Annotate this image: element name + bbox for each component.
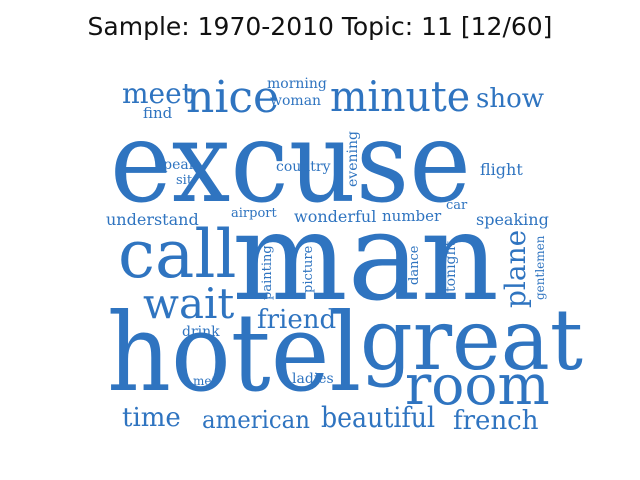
word-ladies: ladies xyxy=(292,371,334,387)
word-time: time xyxy=(122,403,181,433)
word-gentlemen: gentlemen xyxy=(533,235,547,300)
word-morning: morning xyxy=(267,76,327,92)
word-meet: meet xyxy=(122,77,193,110)
word-met: met xyxy=(193,374,217,388)
word-sit: sit xyxy=(176,173,193,188)
word-nice: nice xyxy=(186,72,280,123)
word-number: number xyxy=(382,207,442,225)
word-car: car xyxy=(446,198,468,213)
word-man: man xyxy=(232,186,499,328)
word-painting: painting xyxy=(260,245,275,300)
word-excuse: excuse xyxy=(110,98,471,228)
word-flight: flight xyxy=(480,160,523,179)
word-hotel: hotel xyxy=(107,291,362,416)
word-evening: evening xyxy=(345,131,361,187)
word-beautiful: beautiful xyxy=(321,401,436,434)
word-speak: speak xyxy=(156,157,198,173)
word-french: french xyxy=(453,406,539,436)
word-dance: dance xyxy=(407,245,422,285)
word-great: great xyxy=(360,291,583,389)
word-woman: woman xyxy=(270,93,322,109)
word-country: country xyxy=(276,159,331,175)
word-picture: picture xyxy=(301,245,316,293)
word-airport: airport xyxy=(231,206,277,221)
word-tonight: tonight xyxy=(443,240,459,292)
word-friend: friend xyxy=(257,305,337,335)
word-minute: minute xyxy=(330,72,471,121)
word-plane: plane xyxy=(499,229,532,308)
word-room: room xyxy=(405,353,550,417)
word-show: show xyxy=(476,84,544,114)
word-drink: drink xyxy=(182,324,220,340)
figure-title: Sample: 1970-2010 Topic: 11 [12/60] xyxy=(87,12,553,41)
word-understand: understand xyxy=(106,210,199,229)
word-call: call xyxy=(118,216,237,293)
word-american: american xyxy=(202,406,310,434)
word-wonderful: wonderful xyxy=(294,207,377,226)
word-find: find xyxy=(143,104,173,122)
word-wait: wait xyxy=(143,279,235,328)
word-speaking: speaking xyxy=(476,210,549,229)
